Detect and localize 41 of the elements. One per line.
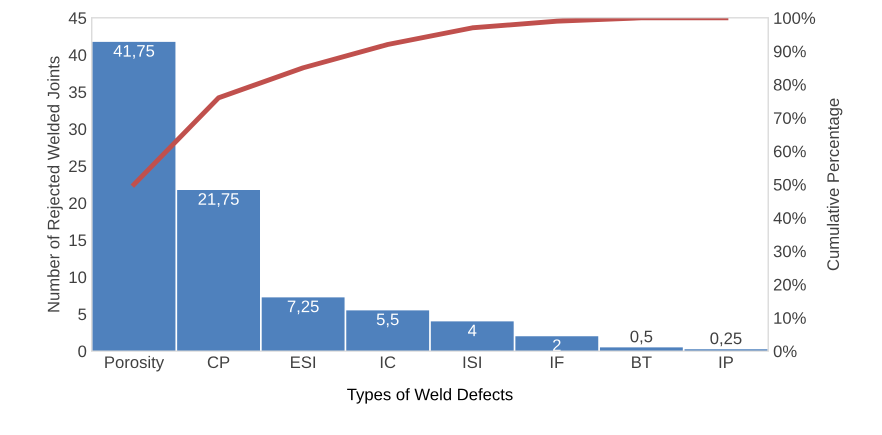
- y-tick-label: 5: [78, 308, 86, 320]
- data-label: 0,25: [710, 332, 742, 346]
- y-tick-label: 30: [68, 123, 86, 136]
- x-tick-label: BT: [632, 356, 652, 368]
- y-axis-title: Number of Rejected Welded Joints: [47, 56, 63, 312]
- y-tick-label: 25: [69, 160, 86, 172]
- data-label: 21,75: [198, 193, 239, 207]
- y2-tick-label: 50%: [774, 178, 806, 191]
- y2-tick-label: 10%: [774, 312, 806, 324]
- x-tick-label: IC: [380, 356, 396, 368]
- y-tick-label: 40: [68, 49, 86, 62]
- y2-tick-label: 20%: [774, 278, 806, 291]
- x-axis-title: Types of Weld Defects: [347, 388, 513, 404]
- y2-axis-title: Cumulative Percentage: [826, 98, 842, 270]
- x-tick-label: Porosity: [105, 356, 164, 372]
- data-label: 4: [468, 324, 476, 336]
- x-tick-label: ESI: [291, 356, 316, 368]
- y2-tick-label: 70%: [774, 112, 806, 124]
- y2-tick-label: 100%: [774, 12, 816, 24]
- data-label: 41,75: [114, 45, 154, 59]
- y-tick-label: 15: [70, 234, 86, 246]
- y-tick-label: 10: [70, 271, 86, 284]
- data-label: 7,25: [288, 300, 319, 314]
- x-tick-label: CP: [208, 356, 230, 368]
- data-label: 0,5: [630, 330, 652, 344]
- y2-tick-label: 0%: [774, 345, 797, 358]
- y2-tick-label: 30%: [774, 245, 806, 258]
- bar: [430, 321, 514, 352]
- y-tick-label: 20: [69, 197, 86, 210]
- data-label: 5,5: [376, 314, 399, 328]
- y-tick-label: 0: [78, 345, 86, 358]
- bar: [346, 310, 430, 352]
- y-tick-label: 35: [68, 86, 86, 98]
- y2-tick-label: 90%: [774, 46, 806, 58]
- x-tick-label: IF: [550, 356, 564, 368]
- y2-tick-label: 40%: [773, 212, 806, 224]
- y2-tick-label: 60%: [774, 146, 806, 158]
- y-tick-label: 45: [68, 12, 86, 24]
- x-tick-label: ISI: [464, 356, 481, 368]
- y2-tick-label: 80%: [774, 78, 806, 91]
- x-tick-label: IP: [720, 356, 733, 368]
